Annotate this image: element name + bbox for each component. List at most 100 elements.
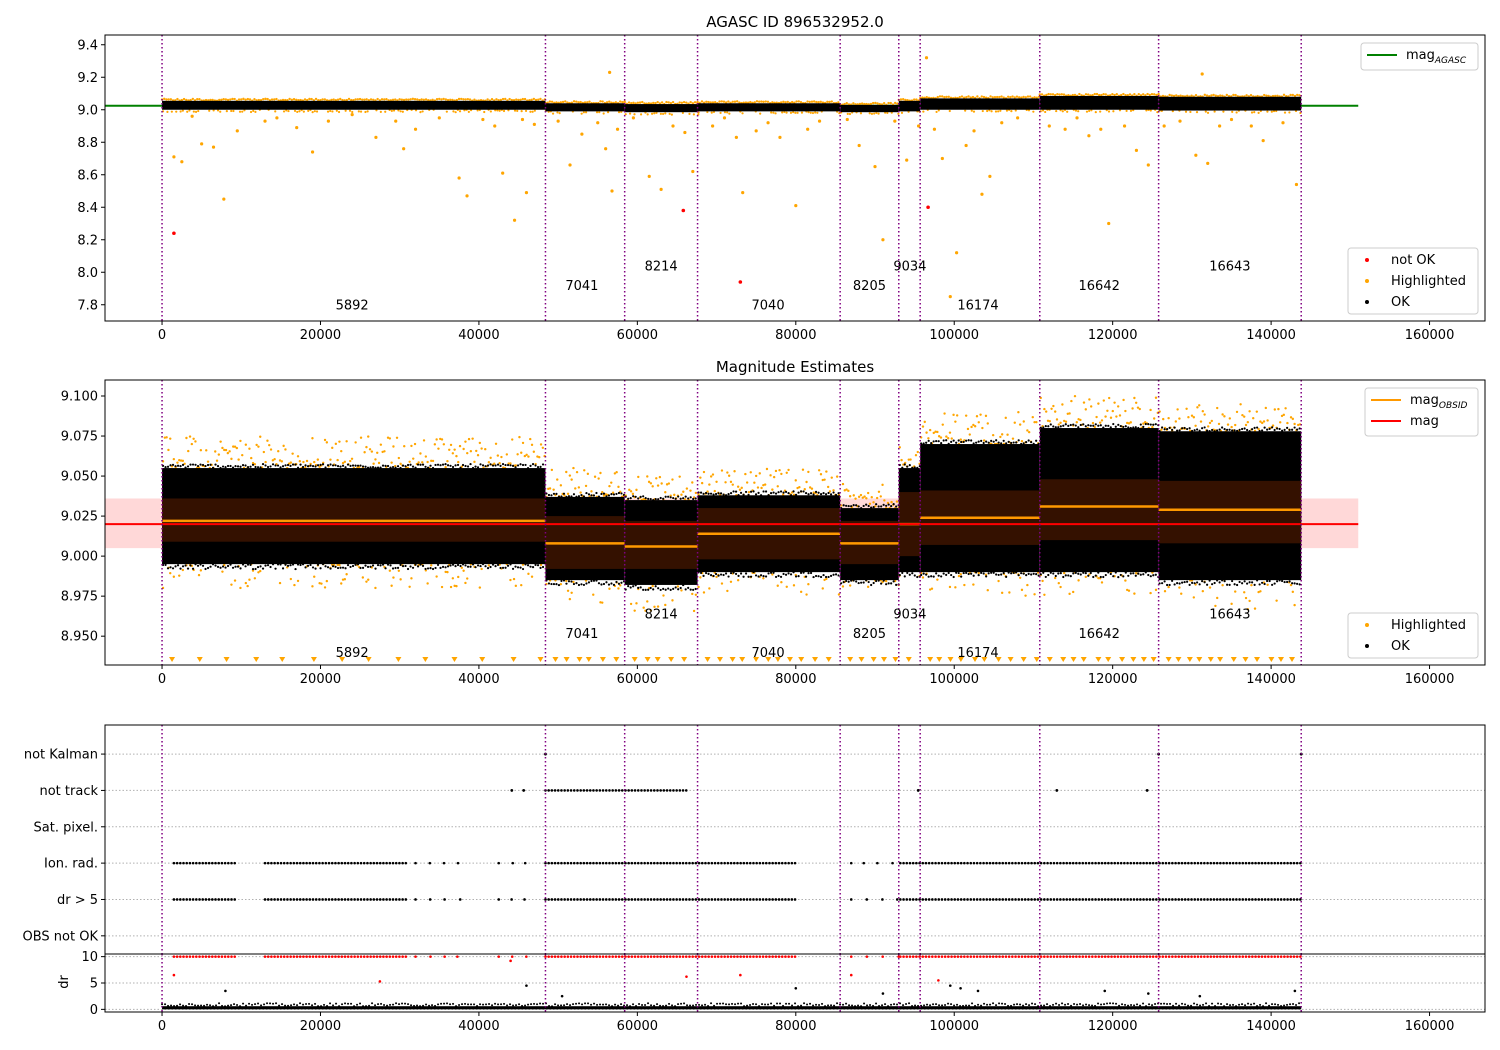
flag-point	[560, 789, 563, 792]
flag-point	[630, 898, 634, 901]
ok-point	[191, 463, 195, 466]
dr-point	[932, 1003, 935, 1006]
highlighted-point	[1089, 405, 1093, 408]
panel1-legend-top: magAGASC	[1360, 42, 1479, 71]
highlighted-point	[823, 478, 826, 481]
highlighted-point	[185, 436, 188, 440]
highlighted-point	[178, 459, 181, 462]
highlighted-point	[1190, 414, 1194, 417]
dr-point	[791, 1004, 794, 1007]
dr-point	[476, 1004, 479, 1007]
dr-clipped-point	[956, 955, 960, 958]
dr-point	[923, 1004, 926, 1007]
highlighted-point	[529, 110, 532, 113]
ok-point	[639, 495, 642, 498]
ok-point	[1109, 572, 1112, 576]
highlighted-point	[426, 460, 429, 464]
flag-point	[716, 898, 720, 901]
ok-point	[925, 441, 928, 444]
ok-point	[1198, 583, 1201, 586]
ok-point	[1161, 582, 1164, 585]
ok-point	[970, 572, 973, 575]
highlighted-point	[1271, 94, 1275, 98]
ok-point	[311, 465, 315, 468]
obsid-label: 7041	[565, 279, 598, 294]
flag-point	[182, 898, 185, 901]
flag-point	[359, 898, 363, 901]
dr-clipped-point	[1046, 955, 1049, 958]
dr-outlier-point	[849, 973, 853, 977]
highlighted-point	[295, 126, 299, 130]
ok-point	[399, 466, 402, 470]
highlighted-point	[727, 100, 730, 103]
highlighted-point	[253, 98, 256, 101]
dr-clipped-point	[270, 955, 273, 958]
highlighted-point	[1104, 415, 1107, 418]
dr-point	[1247, 1002, 1250, 1005]
flag-point	[985, 861, 989, 865]
highlighted-point	[955, 414, 959, 417]
legend-dot-highlighted	[1365, 623, 1369, 627]
highlighted-point	[986, 588, 989, 592]
highlighted-point	[1189, 110, 1192, 114]
dr-point	[236, 1004, 239, 1007]
dr-clipped-point	[911, 955, 915, 958]
flag-point	[1158, 898, 1161, 901]
highlighted-point	[551, 112, 555, 115]
ok-point	[774, 492, 778, 495]
dr-outlier-point	[560, 994, 564, 998]
flag-point	[579, 861, 582, 865]
highlighted-point	[435, 575, 438, 578]
flag-point	[398, 898, 401, 901]
y-tick-label: 9.050	[61, 470, 98, 485]
highlighted-point	[455, 454, 458, 458]
highlighted-point	[1116, 405, 1120, 408]
highlighted-point	[780, 472, 783, 476]
ok-point	[982, 572, 985, 575]
ok-point	[550, 494, 553, 497]
highlighted-point	[570, 478, 573, 481]
highlighted-point	[237, 458, 240, 461]
highlighted-point	[1231, 110, 1234, 114]
ok-point	[829, 574, 833, 577]
ok-point	[990, 439, 993, 443]
ok-point	[587, 581, 591, 584]
flag-point	[1257, 861, 1261, 865]
highlighted-point	[401, 110, 404, 113]
highlighted-point	[220, 98, 223, 102]
flag-point	[334, 861, 337, 865]
flag-point	[611, 861, 614, 865]
highlighted-point	[1167, 585, 1170, 589]
highlighted-point	[631, 492, 635, 496]
dr-point	[1184, 1003, 1187, 1006]
highlighted-point	[838, 112, 841, 115]
flag-point	[1007, 898, 1011, 901]
dr-clipped-point	[182, 955, 185, 958]
y-tick-label: OBS not OK	[23, 929, 99, 944]
below-range-marker	[510, 657, 517, 662]
flag-point	[314, 898, 318, 901]
highlighted-point	[753, 481, 756, 484]
y-tick-label: 8.8	[77, 136, 98, 151]
highlighted-point	[1113, 93, 1116, 97]
ok-point	[992, 440, 995, 443]
highlighted-point	[402, 147, 406, 151]
highlighted-point	[1261, 421, 1264, 425]
highlighted-point	[655, 111, 658, 114]
highlighted-point	[1000, 591, 1004, 595]
flag-point	[636, 898, 640, 901]
dr-point	[1040, 1004, 1043, 1007]
highlighted-point	[869, 102, 873, 106]
ok-point	[1231, 579, 1234, 583]
ok-point	[1238, 428, 1241, 432]
flag-point	[1145, 898, 1149, 901]
dr-point	[776, 1002, 779, 1005]
dr-point	[950, 1003, 953, 1006]
dr-point	[1226, 1003, 1229, 1006]
highlighted-point	[841, 482, 845, 486]
flag-point	[707, 861, 710, 865]
below-range-marker	[253, 657, 260, 662]
flag-point	[1103, 898, 1107, 901]
dr-clipped-point	[604, 955, 608, 958]
